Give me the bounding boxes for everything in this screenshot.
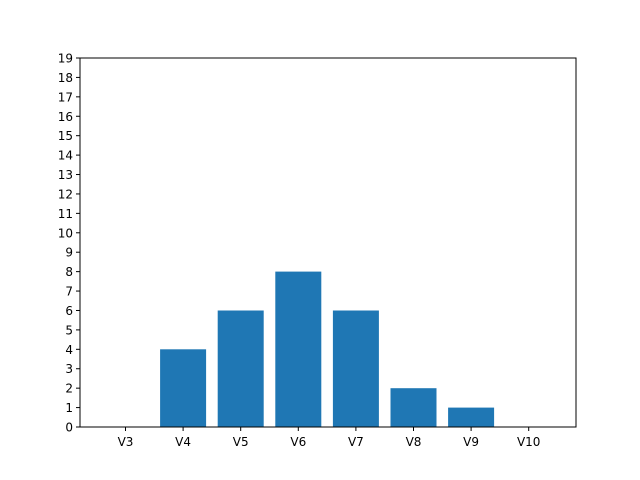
y-tick-label: 15 bbox=[58, 129, 73, 143]
bar-v6 bbox=[275, 271, 322, 427]
y-tick-label: 7 bbox=[65, 285, 73, 299]
y-tick-label: 16 bbox=[58, 110, 73, 124]
bar-v8 bbox=[390, 388, 437, 427]
y-tick-label: 3 bbox=[65, 362, 73, 376]
y-tick-label: 5 bbox=[65, 323, 73, 337]
bar-v7 bbox=[332, 310, 379, 427]
x-axis-ticks: V3 V4 V5 V6 V7 V8 V9 V10 bbox=[118, 427, 540, 449]
y-tick-label: 13 bbox=[58, 168, 73, 182]
y-tick-label: 10 bbox=[58, 226, 73, 240]
y-tick-label: 8 bbox=[65, 265, 73, 279]
plot-area-frame bbox=[79, 57, 577, 428]
x-tick-label: V6 bbox=[290, 435, 306, 449]
y-tick-label: 11 bbox=[58, 207, 73, 221]
bars-group bbox=[160, 271, 495, 427]
y-tick-label: 14 bbox=[58, 149, 73, 163]
y-tick-label: 17 bbox=[58, 90, 73, 104]
bar-v5 bbox=[217, 310, 264, 427]
y-tick-label: 18 bbox=[58, 71, 73, 85]
x-tick-label: V10 bbox=[517, 435, 540, 449]
x-tick-label: V7 bbox=[348, 435, 364, 449]
bar-v9 bbox=[448, 407, 495, 427]
y-tick-label: 0 bbox=[65, 421, 73, 435]
x-tick-label: V5 bbox=[233, 435, 249, 449]
y-tick-label: 19 bbox=[58, 52, 73, 66]
x-tick-label: V8 bbox=[406, 435, 422, 449]
y-tick-label: 2 bbox=[65, 382, 73, 396]
y-tick-label: 1 bbox=[65, 401, 73, 415]
y-tick-label: 12 bbox=[58, 187, 73, 201]
x-tick-label: V9 bbox=[463, 435, 479, 449]
y-tick-label: 4 bbox=[65, 343, 73, 357]
bar-v4 bbox=[160, 349, 207, 427]
y-tick-label: 6 bbox=[65, 304, 73, 318]
x-tick-label: V3 bbox=[118, 435, 134, 449]
y-tick-label: 9 bbox=[65, 246, 73, 260]
x-tick-label: V4 bbox=[175, 435, 191, 449]
